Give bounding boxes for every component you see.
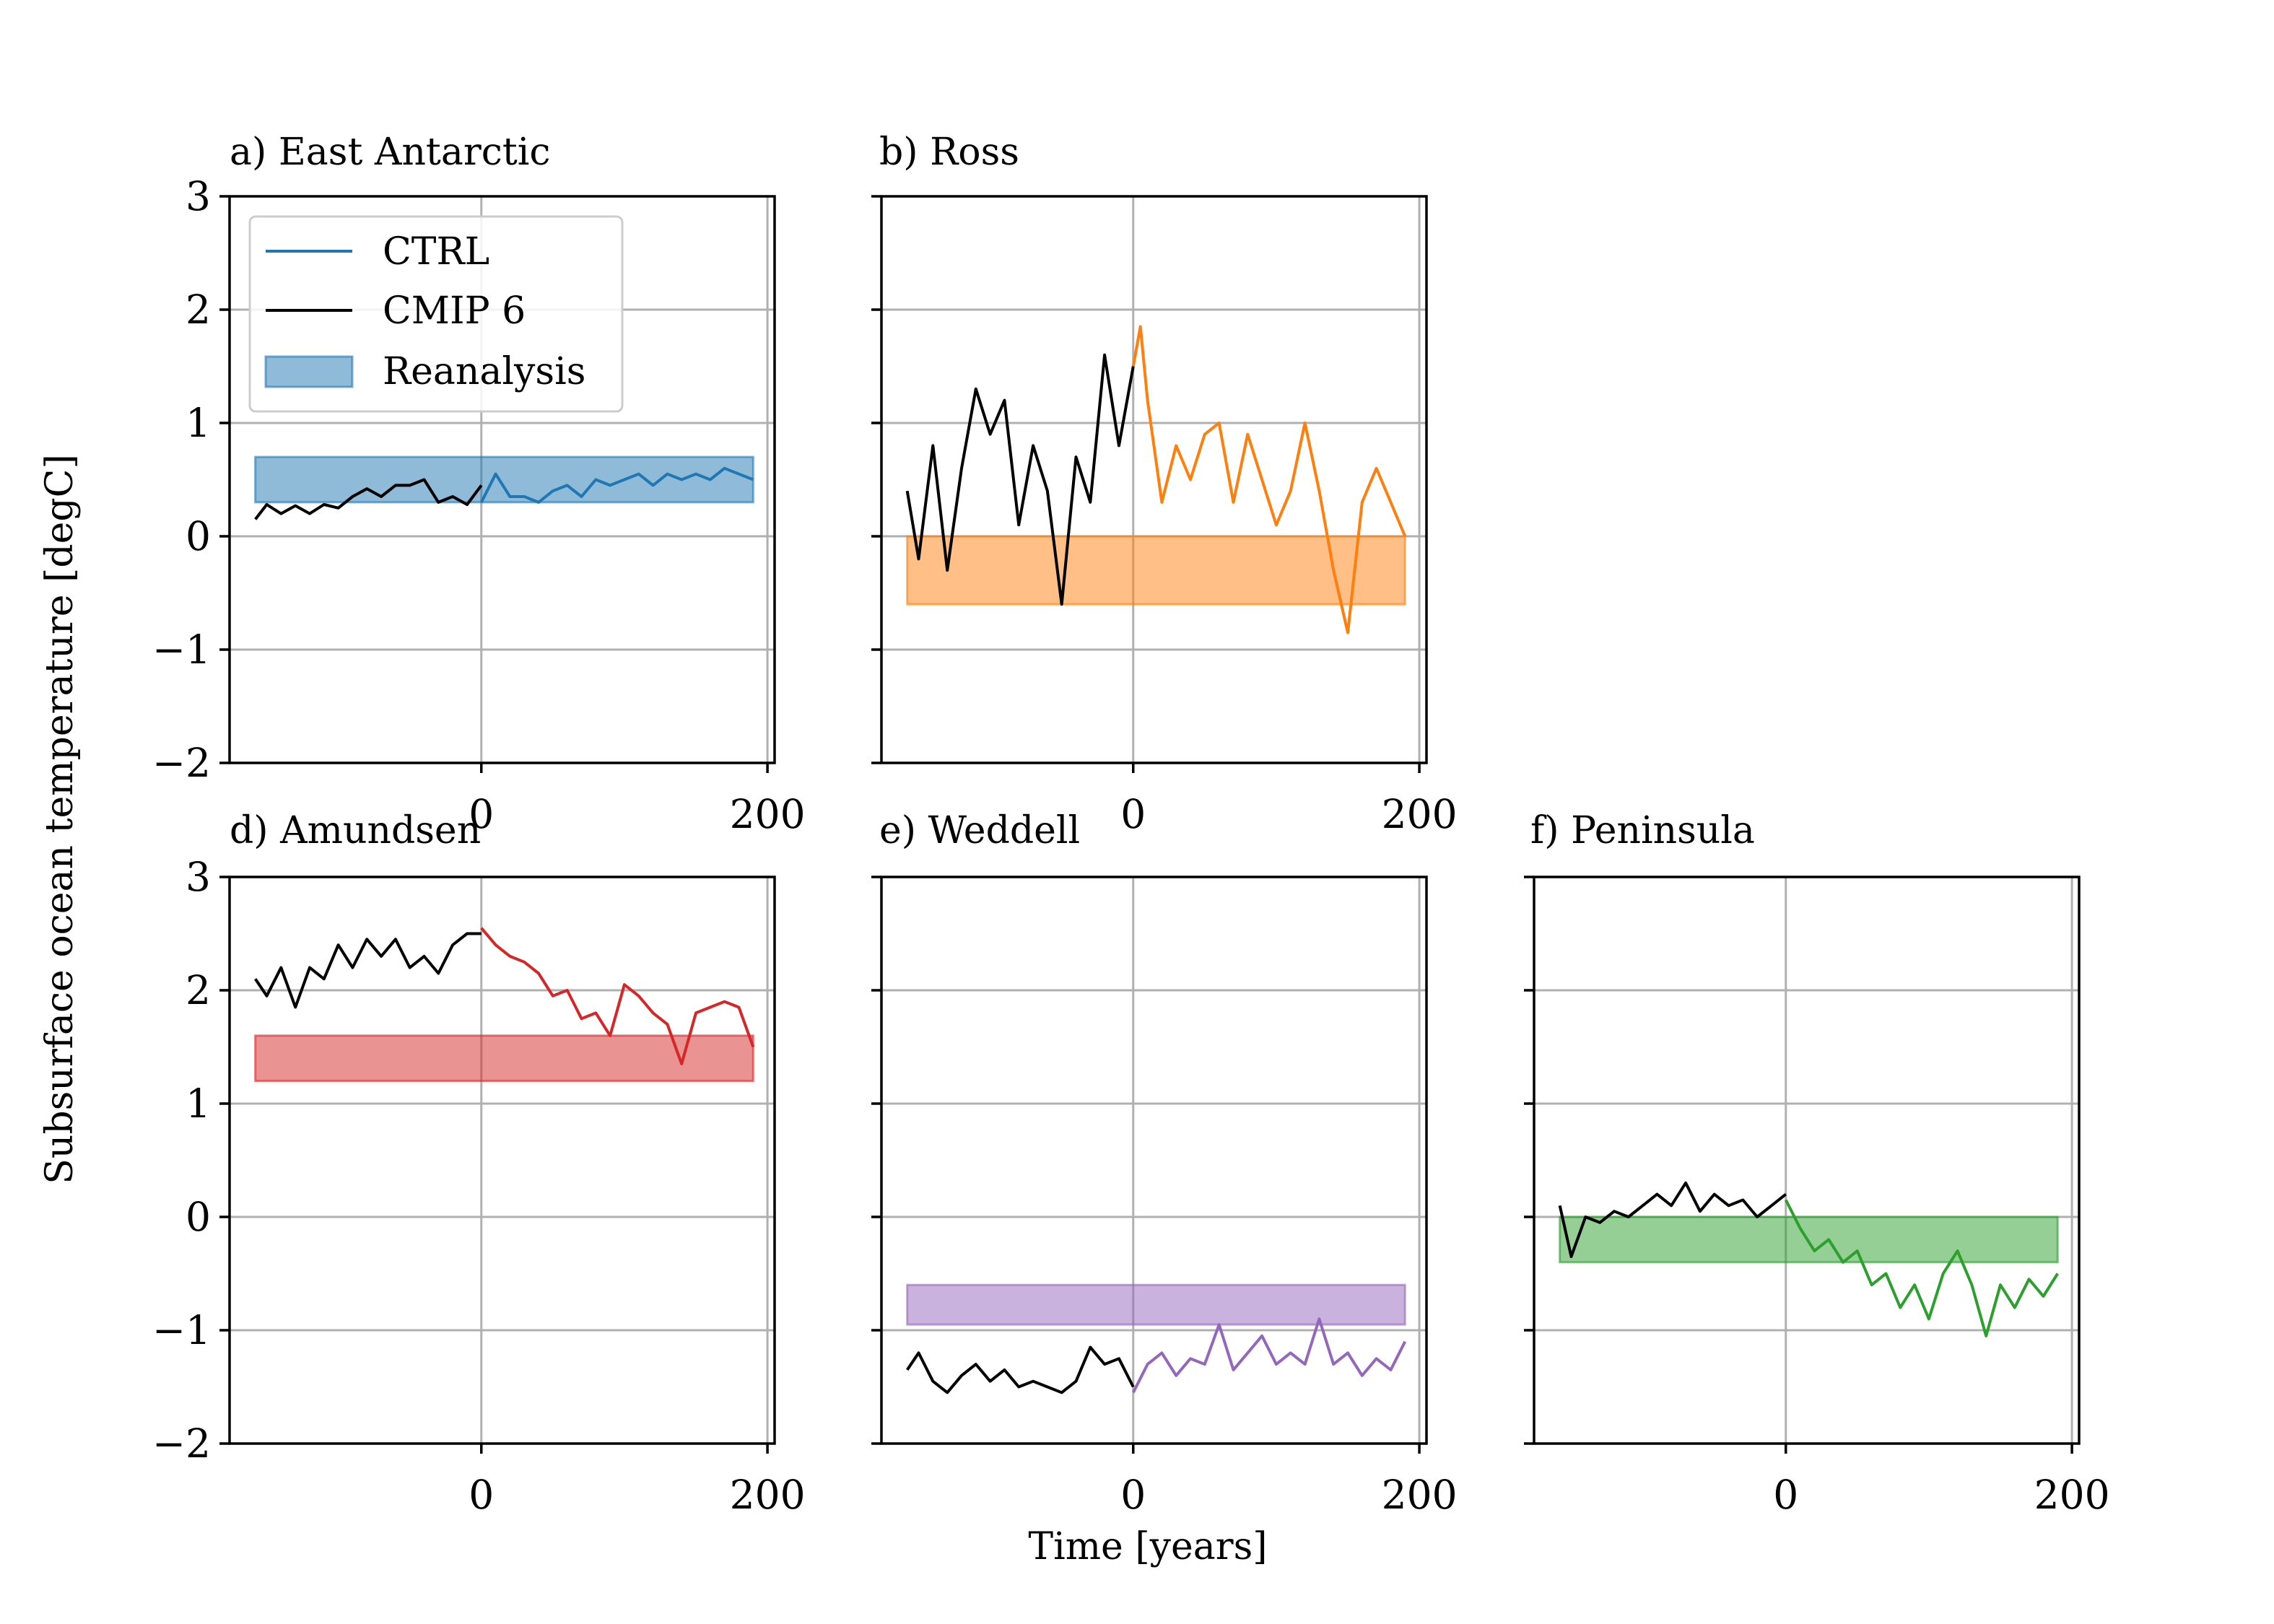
panel-d-xtick-label: 0 [469,1472,494,1518]
panel-f-cmip6-line [1558,1181,1787,1258]
panel-b-xtick-label: 0 [1120,791,1146,837]
legend: CTRL CMIP 6 Reanalysis [248,215,624,413]
x-axis-label: Time [years] [1028,1525,1267,1568]
panel-e-xtick-label: 0 [1120,1472,1146,1518]
panel-a-ctrl-line [480,466,754,504]
panel-a-cmip6-line [254,478,483,520]
legend-ctrl-label: CTRL [383,230,489,274]
legend-reanalysis-label: Reanalysis [383,350,585,393]
panel-d-frame [228,876,776,1445]
panel-d-ytick-label: −1 [152,1307,211,1353]
panels: 3 2 1 0 −1 −2 0 200 0 200 3 2 1 0 −1 −2 0 200 0 200 0 200 [152,173,2110,1518]
panel-f-xtick-label: 200 [2034,1472,2110,1518]
panel-e-title: e) Weddell [879,809,1080,852]
panel-e-cmip6-line [906,1345,1135,1394]
panel-b-title: b) Ross [879,131,1019,174]
panel-a-xtick-label: 200 [730,791,806,837]
panel-d-reanalysis-band [254,1034,754,1083]
panel-b-cmip6-line [905,353,1135,606]
panel-a-ytick-label: 1 [186,400,211,446]
panel-d-ytick-label: 1 [186,1081,211,1127]
panel-d-ytick-label: −2 [152,1420,211,1467]
panel-d-ytick-label: 0 [186,1194,211,1240]
panel-a-ytick-label: −2 [152,740,211,786]
panel-a-ytick-label: 2 [186,287,211,333]
panel-f: 0 200 [1524,876,2110,1518]
panel-b-frame [880,195,1428,764]
panel-a-frame [228,195,776,764]
panel-a: 3 2 1 0 −1 −2 0 200 [152,173,806,837]
panel-e-ctrl-line [1132,1317,1407,1394]
panel-f-frame [1533,876,2081,1445]
panel-d-ytick-label: 3 [186,854,211,900]
panel-d-cmip6-line [254,932,482,1009]
panel-a-title: a) East Antarctic [230,131,550,174]
panel-d-title: d) Amundsen [230,809,481,852]
panel-d: 3 2 1 0 −1 −2 0 200 [152,854,806,1518]
legend-reanalysis-swatch [264,355,354,388]
panel-b-ctrl-line [1131,325,1407,634]
y-axis-label: Subsurface ocean temperature [degC] [38,454,82,1184]
panel-b-xtick-label: 200 [1382,791,1458,837]
panel-e-frame [880,876,1428,1445]
panel-d-ytick-label: 2 [186,967,211,1013]
panel-f-title: f) Peninsula [1530,809,1755,852]
panel-f-ctrl-line [1785,1199,2059,1337]
panel-f-xtick-label: 0 [1773,1472,1798,1518]
panel-e: 0 200 [871,876,1458,1518]
panel-b-reanalysis-band [906,535,1406,606]
panel-e-xtick-label: 200 [1382,1472,1458,1518]
panel-f-reanalysis-band [1559,1215,2059,1264]
panel-e-reanalysis-band [906,1283,1406,1326]
panel-a-xtick-label: 0 [469,791,494,837]
panel-a-ytick-label: −1 [152,627,211,673]
panel-d-ctrl-line [480,927,755,1065]
legend-cmip6-label: CMIP 6 [383,289,526,333]
panel-d-xtick-label: 200 [730,1472,806,1518]
panel-b: 0 200 [871,195,1458,837]
panel-a-ytick-label: 3 [186,173,211,219]
panel-a-ytick-label: 0 [186,513,211,559]
